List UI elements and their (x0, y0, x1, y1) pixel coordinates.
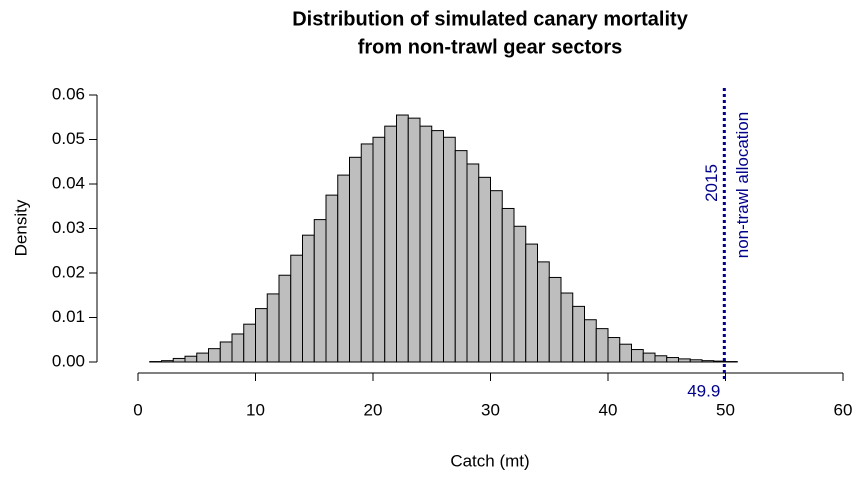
x-axis-title: Catch (mt) (450, 451, 529, 470)
bar (313, 219, 327, 363)
bar (654, 355, 668, 363)
y-tick-label: 0.00 (52, 351, 85, 370)
bar (689, 359, 703, 363)
bar (266, 293, 280, 363)
bar (701, 360, 715, 363)
bar (161, 360, 174, 363)
bar (454, 150, 468, 363)
bar (278, 274, 292, 363)
reference-value-label: 49.9 (687, 381, 720, 400)
y-tick-label: 0.02 (52, 262, 85, 281)
bar (619, 343, 632, 363)
y-tick-label: 0.01 (52, 307, 85, 326)
x-tick-label: 0 (133, 400, 142, 419)
bar (349, 156, 362, 363)
bar (642, 352, 656, 363)
bar (325, 194, 339, 363)
bar (360, 143, 374, 363)
bar (384, 125, 397, 363)
bar (501, 207, 515, 363)
y-tick-label: 0.05 (52, 129, 85, 148)
bar (431, 130, 444, 363)
y-tick-label: 0.04 (52, 173, 85, 192)
bar (548, 276, 562, 363)
y-tick-label: 0.03 (52, 218, 85, 237)
bar (478, 176, 491, 363)
bar (396, 114, 409, 363)
chart-title: from non-trawl gear sectors (358, 36, 623, 58)
bar (302, 234, 315, 363)
bar (631, 349, 644, 363)
bar (290, 254, 303, 363)
bar (419, 125, 433, 363)
bar (172, 357, 186, 363)
y-axis-title: Density (11, 199, 30, 256)
x-tick-label: 60 (834, 400, 853, 419)
bar (537, 261, 550, 363)
bar (255, 308, 268, 363)
bar (678, 358, 691, 363)
bar (607, 337, 621, 363)
bar (407, 117, 421, 363)
x-tick-label: 10 (246, 400, 265, 419)
x-tick-label: 50 (716, 400, 735, 419)
bar (196, 352, 209, 363)
chart-title: Distribution of simulated canary mortali… (292, 8, 689, 30)
bar (219, 341, 233, 363)
reference-label: non-trawl allocation (733, 112, 752, 258)
bar (713, 360, 726, 363)
bar (560, 292, 574, 363)
bar (372, 136, 386, 363)
bar (208, 348, 221, 363)
bar (525, 243, 538, 363)
x-tick-label: 20 (364, 400, 383, 419)
bar (666, 357, 679, 363)
x-tick-label: 30 (481, 400, 500, 419)
bar (513, 225, 527, 363)
bar (572, 305, 585, 363)
bar (595, 328, 609, 363)
bar (584, 319, 597, 363)
bar (184, 355, 198, 363)
reference-label: 2015 (702, 164, 721, 202)
x-tick-label: 40 (599, 400, 618, 419)
bar (231, 333, 245, 363)
bar (466, 163, 480, 363)
bar (443, 136, 456, 363)
y-tick-label: 0.06 (52, 84, 85, 103)
bar (337, 174, 350, 363)
bar (243, 323, 256, 363)
bar (490, 190, 503, 363)
